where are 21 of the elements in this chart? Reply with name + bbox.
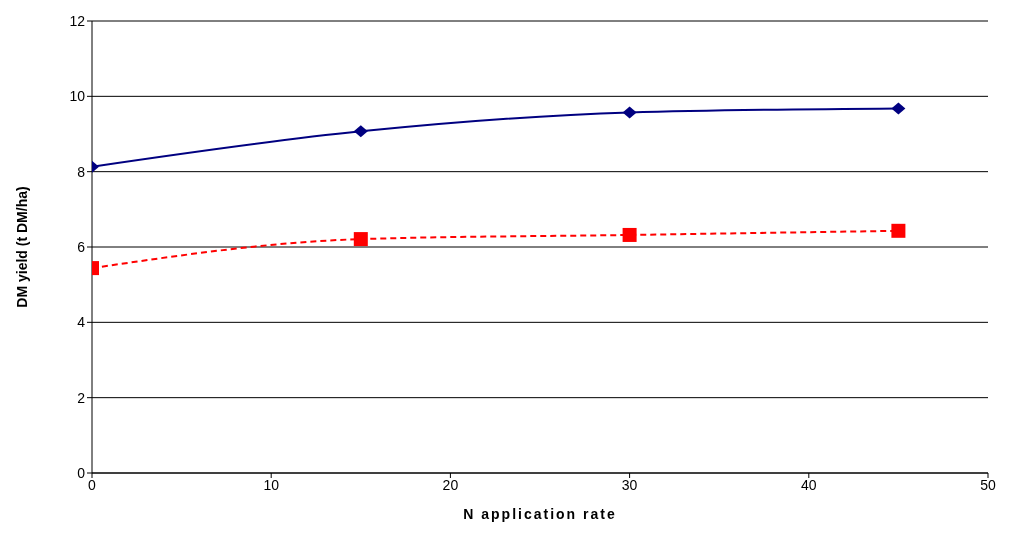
y-tick-label: 4	[77, 314, 86, 331]
x-tick-label: 0	[88, 476, 97, 493]
point	[891, 102, 906, 115]
point	[622, 227, 637, 242]
x-tick-label: 50	[980, 476, 996, 493]
x-tick-label: 20	[442, 476, 459, 493]
y-axis-title: DM yield (t DM/ha)	[13, 186, 30, 308]
x-axis-title: N application rate	[463, 506, 617, 522]
x-tick-label: 30	[621, 476, 638, 493]
y-tick-label: 0	[77, 464, 86, 481]
point	[622, 106, 637, 119]
point	[353, 232, 368, 247]
x-tick-label: 40	[801, 476, 817, 493]
y-tick-label: 12	[69, 12, 86, 29]
y-tick-label: 6	[77, 238, 86, 255]
point	[891, 223, 906, 238]
y-tick-label: 2	[77, 389, 86, 406]
y-tick-label: 8	[77, 163, 86, 180]
y-tick-label: 10	[69, 88, 86, 105]
point	[353, 125, 368, 138]
x-tick-label: 10	[263, 476, 280, 493]
